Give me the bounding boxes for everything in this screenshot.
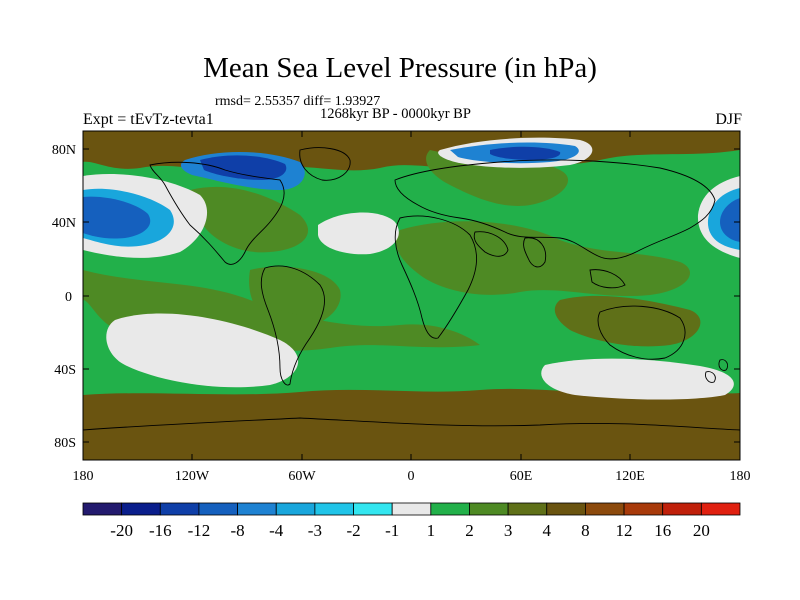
lat-label: 0: [65, 290, 72, 305]
colorbar-label: 3: [504, 521, 513, 540]
colorbar-swatch: [662, 502, 702, 516]
lon-label: 120E: [615, 469, 645, 484]
lon-label: 180: [73, 469, 94, 484]
plot-title: Mean Sea Level Pressure (in hPa): [203, 52, 597, 84]
colorbar-label: 2: [465, 521, 474, 540]
experiment-label: Expt = tEvTz-tevta1: [83, 111, 214, 128]
latitude-labels: 80N 40N 0 40S 80S: [52, 143, 76, 451]
colorbar: [82, 502, 741, 516]
colorbar-label: -20: [110, 521, 133, 540]
colorbar-swatch: [546, 502, 586, 516]
colorbar-swatch: [623, 502, 664, 516]
stats-text: rmsd= 2.55357 diff= 1.93927: [215, 94, 381, 109]
lon-label: 0: [408, 469, 415, 484]
colorbar-swatch: [700, 502, 741, 516]
coastlines: [83, 147, 740, 431]
colorbar-label: 8: [581, 521, 590, 540]
colorbar-swatch: [314, 502, 354, 516]
colorbar-label: -16: [149, 521, 172, 540]
colorbar-swatch: [275, 502, 316, 516]
colorbar-label: -4: [269, 521, 284, 540]
lat-label: 80S: [54, 436, 76, 451]
colorbar-label: -12: [188, 521, 211, 540]
colorbar-swatch: [237, 502, 277, 516]
lat-label: 40N: [52, 216, 76, 231]
colorbar-swatch: [391, 502, 432, 516]
colorbar-label: 1: [427, 521, 436, 540]
period-text: 1268kyr BP - 0000kyr BP: [320, 106, 471, 122]
colorbar-label: 20: [693, 521, 710, 540]
colorbar-swatch: [121, 502, 161, 516]
colorbar-label: -1: [385, 521, 399, 540]
colorbar-label: 16: [654, 521, 671, 540]
lon-label: 180: [730, 469, 751, 484]
pressure-field: [83, 131, 740, 460]
colorbar-swatch: [585, 502, 625, 516]
colorbar-label: 12: [616, 521, 633, 540]
season-label: DJF: [715, 111, 742, 128]
colorbar-swatch: [507, 502, 548, 516]
colorbar-swatch: [82, 502, 123, 516]
colorbar-label: -2: [346, 521, 360, 540]
colorbar-labels: -20 -16 -12 -8 -4 -3 -2 -1 1 2 3 4 8 12 16 20: [110, 521, 710, 540]
lon-label: 120W: [175, 469, 210, 484]
longitude-labels: 180 120W 60W 0 60E 120E 180: [73, 469, 751, 484]
lon-label: 60W: [288, 469, 316, 484]
colorbar-label: 4: [543, 521, 552, 540]
colorbar-swatch: [430, 502, 470, 516]
colorbar-swatch: [159, 502, 200, 516]
colorbar-swatch: [353, 502, 393, 516]
colorbar-swatch: [469, 502, 509, 516]
colorbar-swatch: [198, 502, 238, 516]
lat-label: 80N: [52, 143, 76, 158]
colorbar-label: -3: [308, 521, 322, 540]
lon-label: 60E: [510, 469, 533, 484]
lat-label: 40S: [54, 363, 76, 378]
colorbar-label: -8: [231, 521, 245, 540]
